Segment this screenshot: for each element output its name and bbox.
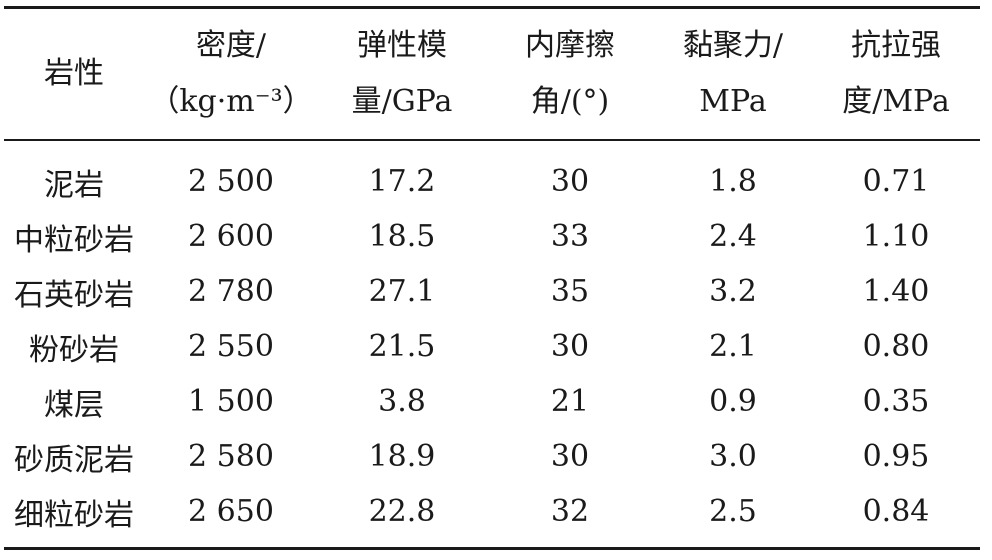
bottom-rule: [4, 547, 980, 550]
cell-friction: 30: [550, 329, 590, 364]
cell-rock: 细粒砂岩: [14, 497, 134, 533]
cell-tensile: 0.95: [862, 439, 930, 474]
header-friction: 内摩擦 角/(°): [486, 9, 654, 139]
cell-modulus: 17.2: [368, 164, 436, 199]
cell-cohesion: 3.0: [709, 439, 757, 474]
cell-modulus: 18.9: [368, 439, 436, 474]
cell-density: 2 550: [188, 329, 274, 364]
table-row: 泥岩 2 500 17.2 30 1.8 0.71: [4, 154, 980, 209]
cell-friction: 33: [550, 219, 590, 254]
header-friction-line2: 角/(°): [530, 84, 610, 119]
cell-density: 2 580: [188, 439, 274, 474]
header-cohesion-line1: 黏聚力/: [682, 28, 784, 63]
header-cohesion: 黏聚力/ MPa: [654, 9, 812, 139]
cell-rock: 石英砂岩: [14, 277, 134, 313]
cell-cohesion: 2.4: [709, 219, 757, 254]
cell-friction: 35: [550, 274, 590, 309]
table-row: 粉砂岩 2 550 21.5 30 2.1 0.80: [4, 319, 980, 374]
cell-modulus: 21.5: [368, 329, 436, 364]
header-modulus-line1: 弹性模: [357, 28, 447, 63]
cell-friction: 30: [550, 439, 590, 474]
cell-cohesion: 3.2: [709, 274, 757, 309]
cell-cohesion: 0.9: [709, 384, 757, 419]
cell-rock: 粉砂岩: [29, 332, 119, 368]
cell-friction: 32: [550, 494, 590, 529]
cell-density: 2 780: [188, 274, 274, 309]
cell-cohesion: 1.8: [709, 164, 757, 199]
cell-rock: 中粒砂岩: [14, 222, 134, 258]
cell-rock: 砂质泥岩: [14, 442, 134, 478]
header-rock: 岩性: [4, 9, 144, 139]
cell-cohesion: 2.5: [709, 494, 757, 529]
table-header: 岩性 密度/ （kg·m⁻³） 弹性模 量/GPa 内摩擦 角/(°) 黏聚力/…: [4, 9, 980, 139]
table-body: 泥岩 2 500 17.2 30 1.8 0.71 中粒砂岩 2 600 18.…: [4, 154, 980, 539]
cell-tensile: 0.80: [862, 329, 930, 364]
cell-friction: 21: [550, 384, 590, 419]
cell-friction: 30: [550, 164, 590, 199]
cell-tensile: 0.71: [862, 164, 930, 199]
table-row: 煤层 1 500 3.8 21 0.9 0.35: [4, 374, 980, 429]
cell-density: 1 500: [188, 384, 274, 419]
cell-rock: 泥岩: [44, 167, 104, 203]
cell-cohesion: 2.1: [709, 329, 757, 364]
cell-modulus: 27.1: [368, 274, 436, 309]
table-row: 砂质泥岩 2 580 18.9 30 3.0 0.95: [4, 429, 980, 484]
header-density: 密度/ （kg·m⁻³）: [144, 9, 318, 139]
header-density-line2: （kg·m⁻³）: [149, 84, 313, 119]
header-tensile: 抗拉强 度/MPa: [812, 9, 980, 139]
cell-modulus: 22.8: [368, 494, 436, 529]
header-modulus: 弹性模 量/GPa: [318, 9, 486, 139]
cell-density: 2 600: [188, 219, 274, 254]
header-tensile-line1: 抗拉强: [851, 28, 941, 63]
header-density-line1: 密度/: [195, 28, 267, 63]
table-row: 石英砂岩 2 780 27.1 35 3.2 1.40: [4, 264, 980, 319]
table-row: 中粒砂岩 2 600 18.5 33 2.4 1.10: [4, 209, 980, 264]
top-rule: [4, 6, 980, 9]
table-row: 细粒砂岩 2 650 22.8 32 2.5 0.84: [4, 484, 980, 539]
cell-tensile: 1.10: [862, 219, 930, 254]
header-modulus-line2: 量/GPa: [351, 84, 453, 119]
cell-modulus: 18.5: [368, 219, 436, 254]
cell-density: 2 650: [188, 494, 274, 529]
cell-rock: 煤层: [44, 387, 104, 423]
header-tensile-line2: 度/MPa: [842, 84, 950, 119]
cell-tensile: 0.35: [862, 384, 930, 419]
cell-tensile: 0.84: [862, 494, 930, 529]
cell-density: 2 500: [188, 164, 274, 199]
header-rule: [4, 139, 980, 141]
header-rock-line1: 岩性: [44, 56, 104, 91]
cell-modulus: 3.8: [378, 384, 426, 419]
cell-tensile: 1.40: [862, 274, 930, 309]
rock-properties-table: 岩性 密度/ （kg·m⁻³） 弹性模 量/GPa 内摩擦 角/(°) 黏聚力/…: [4, 6, 980, 552]
header-friction-line1: 内摩擦: [525, 28, 615, 63]
header-cohesion-line2: MPa: [699, 84, 767, 119]
